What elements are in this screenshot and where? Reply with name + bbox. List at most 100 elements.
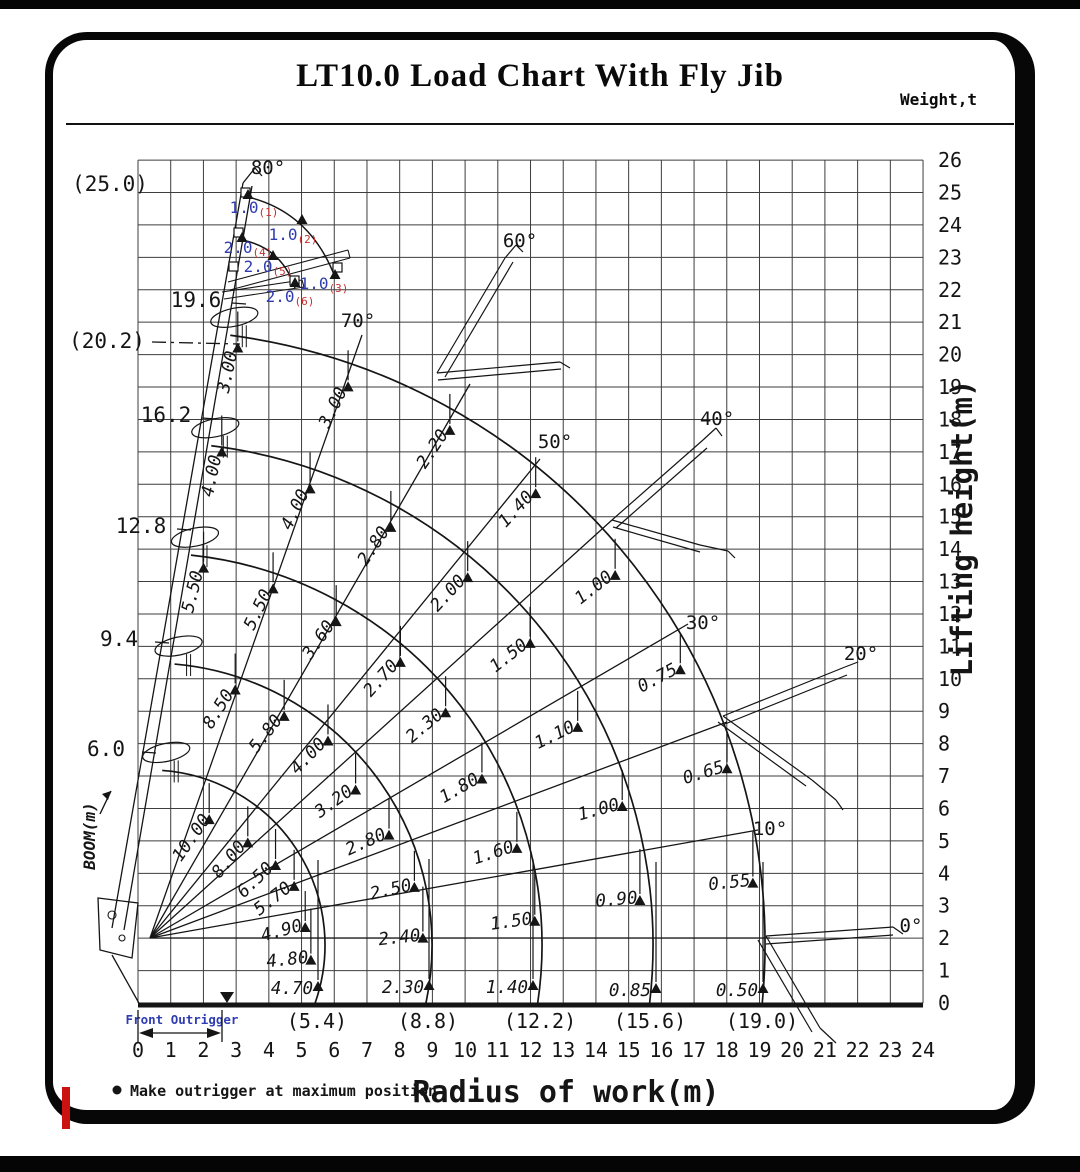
load-value-label: 8.50 (199, 686, 238, 732)
boom-angle-label: 50° (538, 431, 572, 453)
load-marker (322, 735, 334, 746)
y-tick-label: 2 (938, 926, 950, 950)
title-divider (66, 123, 1014, 125)
note-bullet-icon (112, 1085, 122, 1095)
chart-frame (45, 32, 1035, 1124)
label-leader (231, 302, 247, 305)
stowed-jib-sketch (227, 249, 349, 283)
load-marker (304, 483, 316, 494)
boom-angle-label: 30° (686, 612, 720, 634)
load-marker (350, 784, 362, 795)
x-tick-label: 5 (296, 1038, 308, 1062)
x-tick-label: 24 (911, 1038, 935, 1062)
stowed-jib-sketch (223, 286, 305, 300)
x-tick-label: 10 (453, 1038, 477, 1062)
y-tick-label: 4 (938, 861, 950, 885)
crane-jib-sketch (811, 779, 837, 801)
load-marker (440, 707, 452, 718)
y-tick-label: 14 (938, 537, 962, 561)
boom-joint-box (233, 227, 244, 238)
fly-jib-load-label: 2.0(5) (244, 257, 293, 278)
boom-joint-box (228, 261, 239, 272)
y-tick-label: 25 (938, 181, 962, 205)
load-marker (408, 881, 420, 892)
load-marker (674, 664, 686, 675)
x-tick-label: 8 (394, 1038, 406, 1062)
crane-jib-sketch (444, 261, 514, 378)
x-tick-label: 7 (361, 1038, 373, 1062)
outrigger-max-marker (220, 992, 234, 1003)
x-tick-label: 17 (682, 1038, 706, 1062)
x-tick-label: 19 (747, 1038, 771, 1062)
crane-jib-sketch (722, 715, 813, 781)
y-tick-label: 12 (938, 602, 962, 626)
crane-jib-sketch (727, 550, 736, 559)
boom-angle-line (149, 721, 728, 939)
load-value-label: 1.50 (489, 909, 534, 935)
y-tick-label: 19 (938, 375, 962, 399)
load-marker (721, 763, 733, 774)
x-tick-label: 23 (878, 1038, 902, 1062)
fly-jib-load-label: 1.0(3) (300, 274, 349, 295)
load-marker (527, 980, 539, 990)
x-tick-label: 18 (715, 1038, 739, 1062)
crane-jib-sketch (437, 368, 562, 381)
boom-length-arc (162, 769, 326, 1004)
load-marker (529, 915, 541, 926)
crane-jib-sketch (765, 934, 894, 945)
outrigger-note: Make outrigger at maximum position (130, 1082, 437, 1100)
boom-axis-label: BOOM(m) (80, 802, 99, 870)
boom-sketch-80deg (123, 185, 253, 931)
crane-jib-sketch (615, 447, 708, 529)
load-marker (524, 637, 536, 648)
load-value-label: 1.80 (436, 769, 483, 807)
load-marker (383, 829, 395, 840)
load-value-label: 1.40 (495, 487, 538, 531)
load-marker (511, 842, 523, 853)
fly-jib-marker (296, 214, 308, 224)
y-tick-label: 0 (938, 991, 950, 1015)
radius-limit-label: (8.8) (398, 1009, 458, 1033)
boom-angle-label: 60° (503, 230, 537, 252)
boom-head-sketch (191, 417, 240, 439)
radius-limit-label: (5.4) (287, 1009, 347, 1033)
x-tick-label: 4 (263, 1038, 275, 1062)
x-tick-label: 2 (197, 1038, 209, 1062)
load-value-label: 4.00 (277, 486, 313, 533)
load-marker (476, 773, 488, 784)
radius-limit-label: (19.0) (726, 1009, 798, 1033)
load-value-label: 5.50 (240, 586, 276, 633)
boom-angle-label: 70° (341, 310, 375, 332)
load-value-label: 1.40 (486, 978, 528, 998)
load-value-label: 2.40 (377, 926, 421, 950)
load-marker (417, 932, 429, 943)
y-tick-label: 5 (938, 829, 950, 853)
fly-jib-marker (242, 189, 254, 199)
load-value-label: 1.60 (470, 837, 516, 869)
load-marker (757, 983, 769, 993)
y-tick-label: 6 (938, 796, 950, 820)
fly-jib-height-leader (151, 341, 241, 345)
load-marker (232, 342, 244, 353)
load-marker (203, 814, 215, 825)
crane-jib-sketch (611, 439, 704, 521)
y-tick-label: 15 (938, 505, 962, 529)
load-marker (267, 583, 279, 594)
load-value-label: 2.50 (368, 876, 414, 905)
load-marker (462, 572, 474, 583)
crane-jib-sketch (765, 935, 821, 1029)
load-marker (299, 922, 311, 933)
load-marker (423, 980, 435, 990)
y-tick-label: 10 (938, 667, 962, 691)
crane-jib-sketch (724, 674, 848, 725)
x-tick-label: 20 (780, 1038, 804, 1062)
load-marker (278, 710, 290, 721)
x-tick-label: 3 (230, 1038, 242, 1062)
stowed-jib-sketch (301, 279, 305, 288)
y-tick-label: 9 (938, 699, 950, 723)
load-value-label: 1.00 (571, 567, 617, 609)
boom-angle-label: 80° (251, 157, 285, 179)
fly-jib-load-label: 1.0(2) (269, 225, 318, 246)
red-edge-artifact (62, 1087, 70, 1129)
